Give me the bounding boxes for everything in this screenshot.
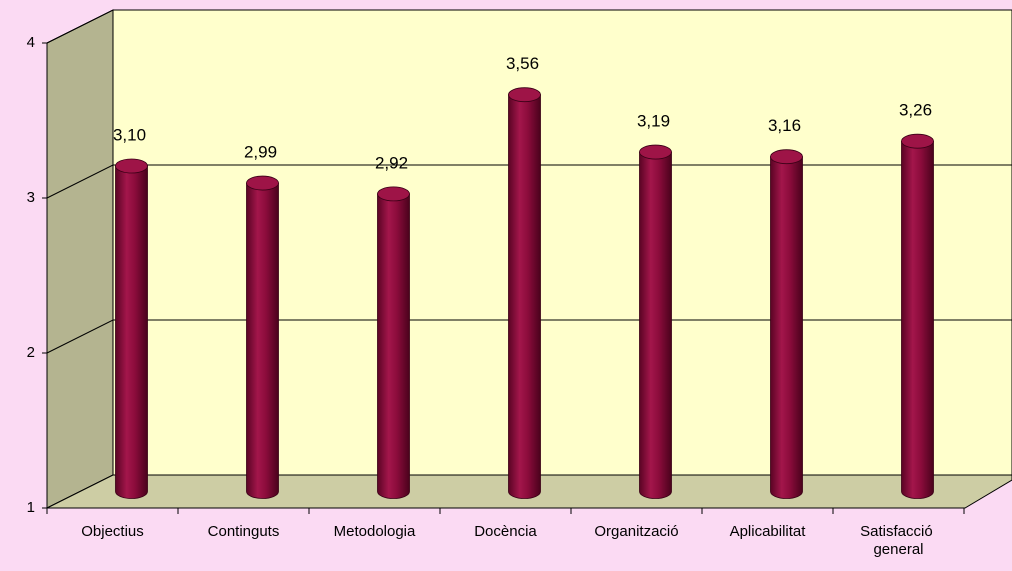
x-tick-label: Continguts xyxy=(208,523,280,540)
bar xyxy=(770,156,803,499)
bar xyxy=(246,182,279,499)
bar xyxy=(115,165,148,499)
bar-top xyxy=(901,133,934,149)
bar-top xyxy=(246,175,279,191)
value-label: 2,99 xyxy=(244,143,277,162)
x-tick-label: Metodologia xyxy=(334,523,416,540)
bar-top xyxy=(508,87,541,103)
x-tick-label: Organització xyxy=(594,523,678,540)
value-label: 3,10 xyxy=(113,125,146,144)
x-tick-label: Objectius xyxy=(81,523,144,540)
x-tick-label: Satisfacció general xyxy=(860,523,937,558)
bar xyxy=(901,140,934,499)
bar xyxy=(508,94,541,499)
value-label: 3,19 xyxy=(637,112,670,131)
grid-line xyxy=(46,164,1012,199)
x-tick-label: Docència xyxy=(474,523,537,540)
bar xyxy=(377,193,410,499)
value-label: 3,16 xyxy=(768,116,801,135)
bar-top xyxy=(377,186,410,202)
value-label: 2,92 xyxy=(375,153,408,172)
bar-top xyxy=(639,144,672,160)
y-tick-label: 3 xyxy=(27,189,35,206)
x-tick-label: Aplicabilitat xyxy=(730,523,807,540)
y-tick-label: 1 xyxy=(27,499,35,516)
grid-line xyxy=(46,9,1012,44)
value-label: 3,26 xyxy=(899,101,932,120)
bar-top xyxy=(115,158,148,174)
value-label: 3,56 xyxy=(506,54,539,73)
y-tick-label: 4 xyxy=(27,34,35,51)
y-tick-label: 2 xyxy=(27,344,35,361)
side-wall xyxy=(46,9,114,509)
grid-line xyxy=(46,319,1012,354)
bar-top xyxy=(770,149,803,165)
bar xyxy=(639,151,672,499)
